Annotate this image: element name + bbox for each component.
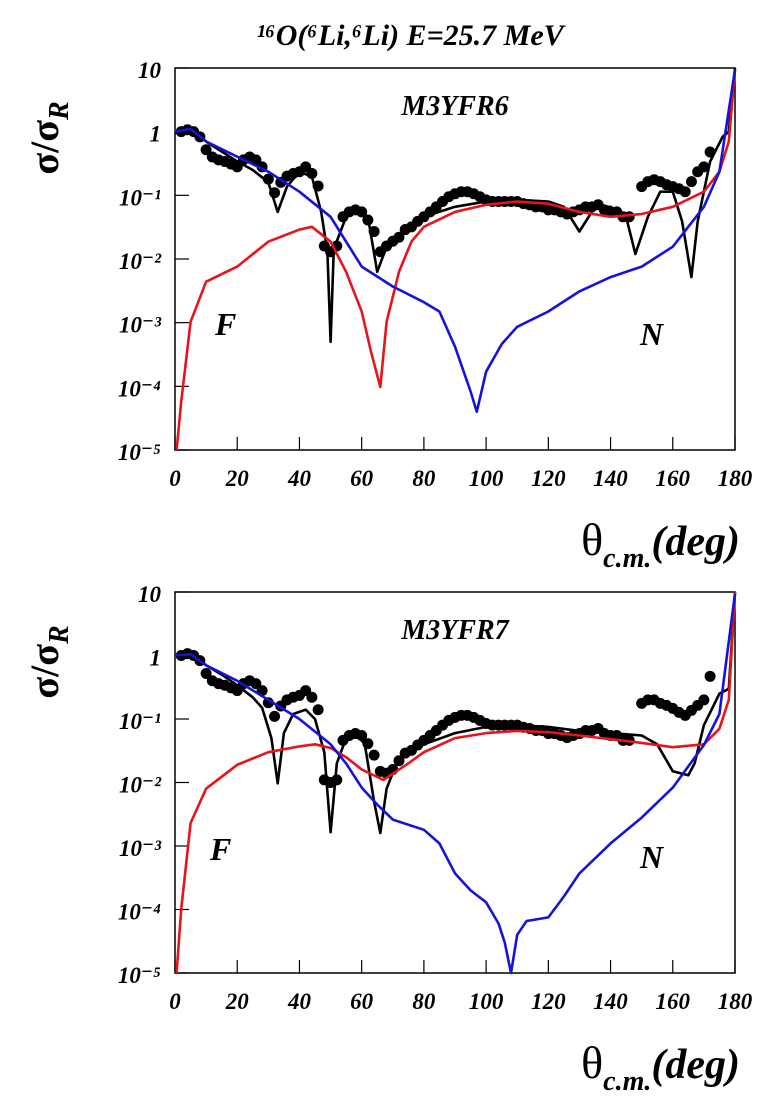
plot-frame <box>174 591 736 974</box>
plot-area <box>174 67 737 451</box>
y-tick-label: 10⁻⁵ <box>118 963 161 988</box>
y-tick-label: 10⁻⁴ <box>118 900 161 925</box>
curve-label: F <box>214 306 236 342</box>
y-tick-label: 10⁻³ <box>119 836 162 861</box>
curve <box>175 591 737 974</box>
x-label-symbol: θ <box>581 514 603 565</box>
data-point <box>306 691 318 703</box>
y-tick-label: 10⁻¹ <box>119 709 161 734</box>
curve <box>175 69 737 451</box>
x-tick-label: 120 <box>531 989 566 1014</box>
x-tick-label: 80 <box>412 989 436 1014</box>
curve <box>174 591 737 835</box>
x-axis-label: θc.m.(deg) <box>581 1037 740 1097</box>
y-tick-label: 10⁻⁵ <box>118 440 161 465</box>
y-tick-label: 10⁻² <box>119 249 162 274</box>
y-tick-label: 10⁻⁴ <box>118 376 161 401</box>
x-tick-label: 0 <box>169 466 181 491</box>
x-tick-label: 100 <box>469 989 504 1014</box>
x-tick-label: 160 <box>656 466 691 491</box>
y-tick-label: 10⁻³ <box>119 313 162 338</box>
x-tick-label: 20 <box>225 466 250 491</box>
data-point <box>698 694 710 706</box>
x-tick-label: 100 <box>469 466 504 491</box>
y-tick-label: 10⁻² <box>119 773 162 798</box>
data-point <box>269 710 281 722</box>
x-tick-label: 180 <box>718 989 753 1014</box>
figure-title: ¹⁶O(⁶Li,⁶Li) E=25.7 MeV <box>256 19 566 52</box>
y-tick-label: 10⁻¹ <box>119 185 161 210</box>
curve <box>174 593 737 975</box>
x-tick-label: 80 <box>412 466 436 491</box>
plot-frame <box>174 67 736 451</box>
data-point <box>698 161 710 173</box>
y-tick-label: 1 <box>150 646 162 671</box>
x-label-subscript: c.m. <box>603 1066 651 1097</box>
y-tick-label: 10 <box>138 58 162 83</box>
x-label-symbol: θ <box>581 1037 603 1088</box>
x-axis-label: θc.m.(deg) <box>581 514 740 574</box>
x-tick-label: 160 <box>656 989 691 1014</box>
data-point <box>368 749 380 761</box>
x-tick-label: 140 <box>593 989 628 1014</box>
curve-label: N <box>639 316 665 352</box>
data-point <box>679 186 691 198</box>
x-label-unit: (deg) <box>651 1042 740 1088</box>
data-point <box>685 176 697 188</box>
x-tick-label: 40 <box>287 989 312 1014</box>
curve <box>174 69 737 413</box>
x-tick-label: 120 <box>531 466 566 491</box>
x-tick-label: 40 <box>287 466 312 491</box>
data-point <box>312 704 324 716</box>
x-tick-label: 60 <box>350 989 374 1014</box>
x-label-unit: (deg) <box>651 519 740 565</box>
plot-area <box>174 591 737 975</box>
x-tick-label: 180 <box>718 466 753 491</box>
data-point <box>262 697 274 709</box>
data-point <box>200 668 212 680</box>
panel-title: M3YFR7 <box>400 615 509 646</box>
data-point <box>262 173 274 185</box>
x-label-subscript: c.m. <box>603 543 651 574</box>
data-point <box>200 144 212 156</box>
y-label-subscript: R <box>44 625 75 645</box>
panel-title: M3YFR6 <box>400 91 508 122</box>
x-tick-label: 0 <box>169 989 181 1014</box>
y-axis-label: σ/σR <box>22 625 75 698</box>
y-label-subscript: R <box>44 101 75 121</box>
y-tick-label: 10 <box>138 582 162 607</box>
x-tick-label: 20 <box>225 989 250 1014</box>
x-tick-label: 140 <box>593 466 628 491</box>
curve-label: N <box>639 839 665 875</box>
y-tick-label: 1 <box>150 122 162 147</box>
curve-label: F <box>209 831 231 867</box>
y-axis-label: σ/σR <box>22 101 75 174</box>
x-tick-label: 60 <box>350 466 374 491</box>
curve <box>174 67 737 344</box>
y-label-text: σ/σ <box>22 644 67 699</box>
y-label-text: σ/σ <box>22 120 67 175</box>
data-point <box>704 670 716 682</box>
